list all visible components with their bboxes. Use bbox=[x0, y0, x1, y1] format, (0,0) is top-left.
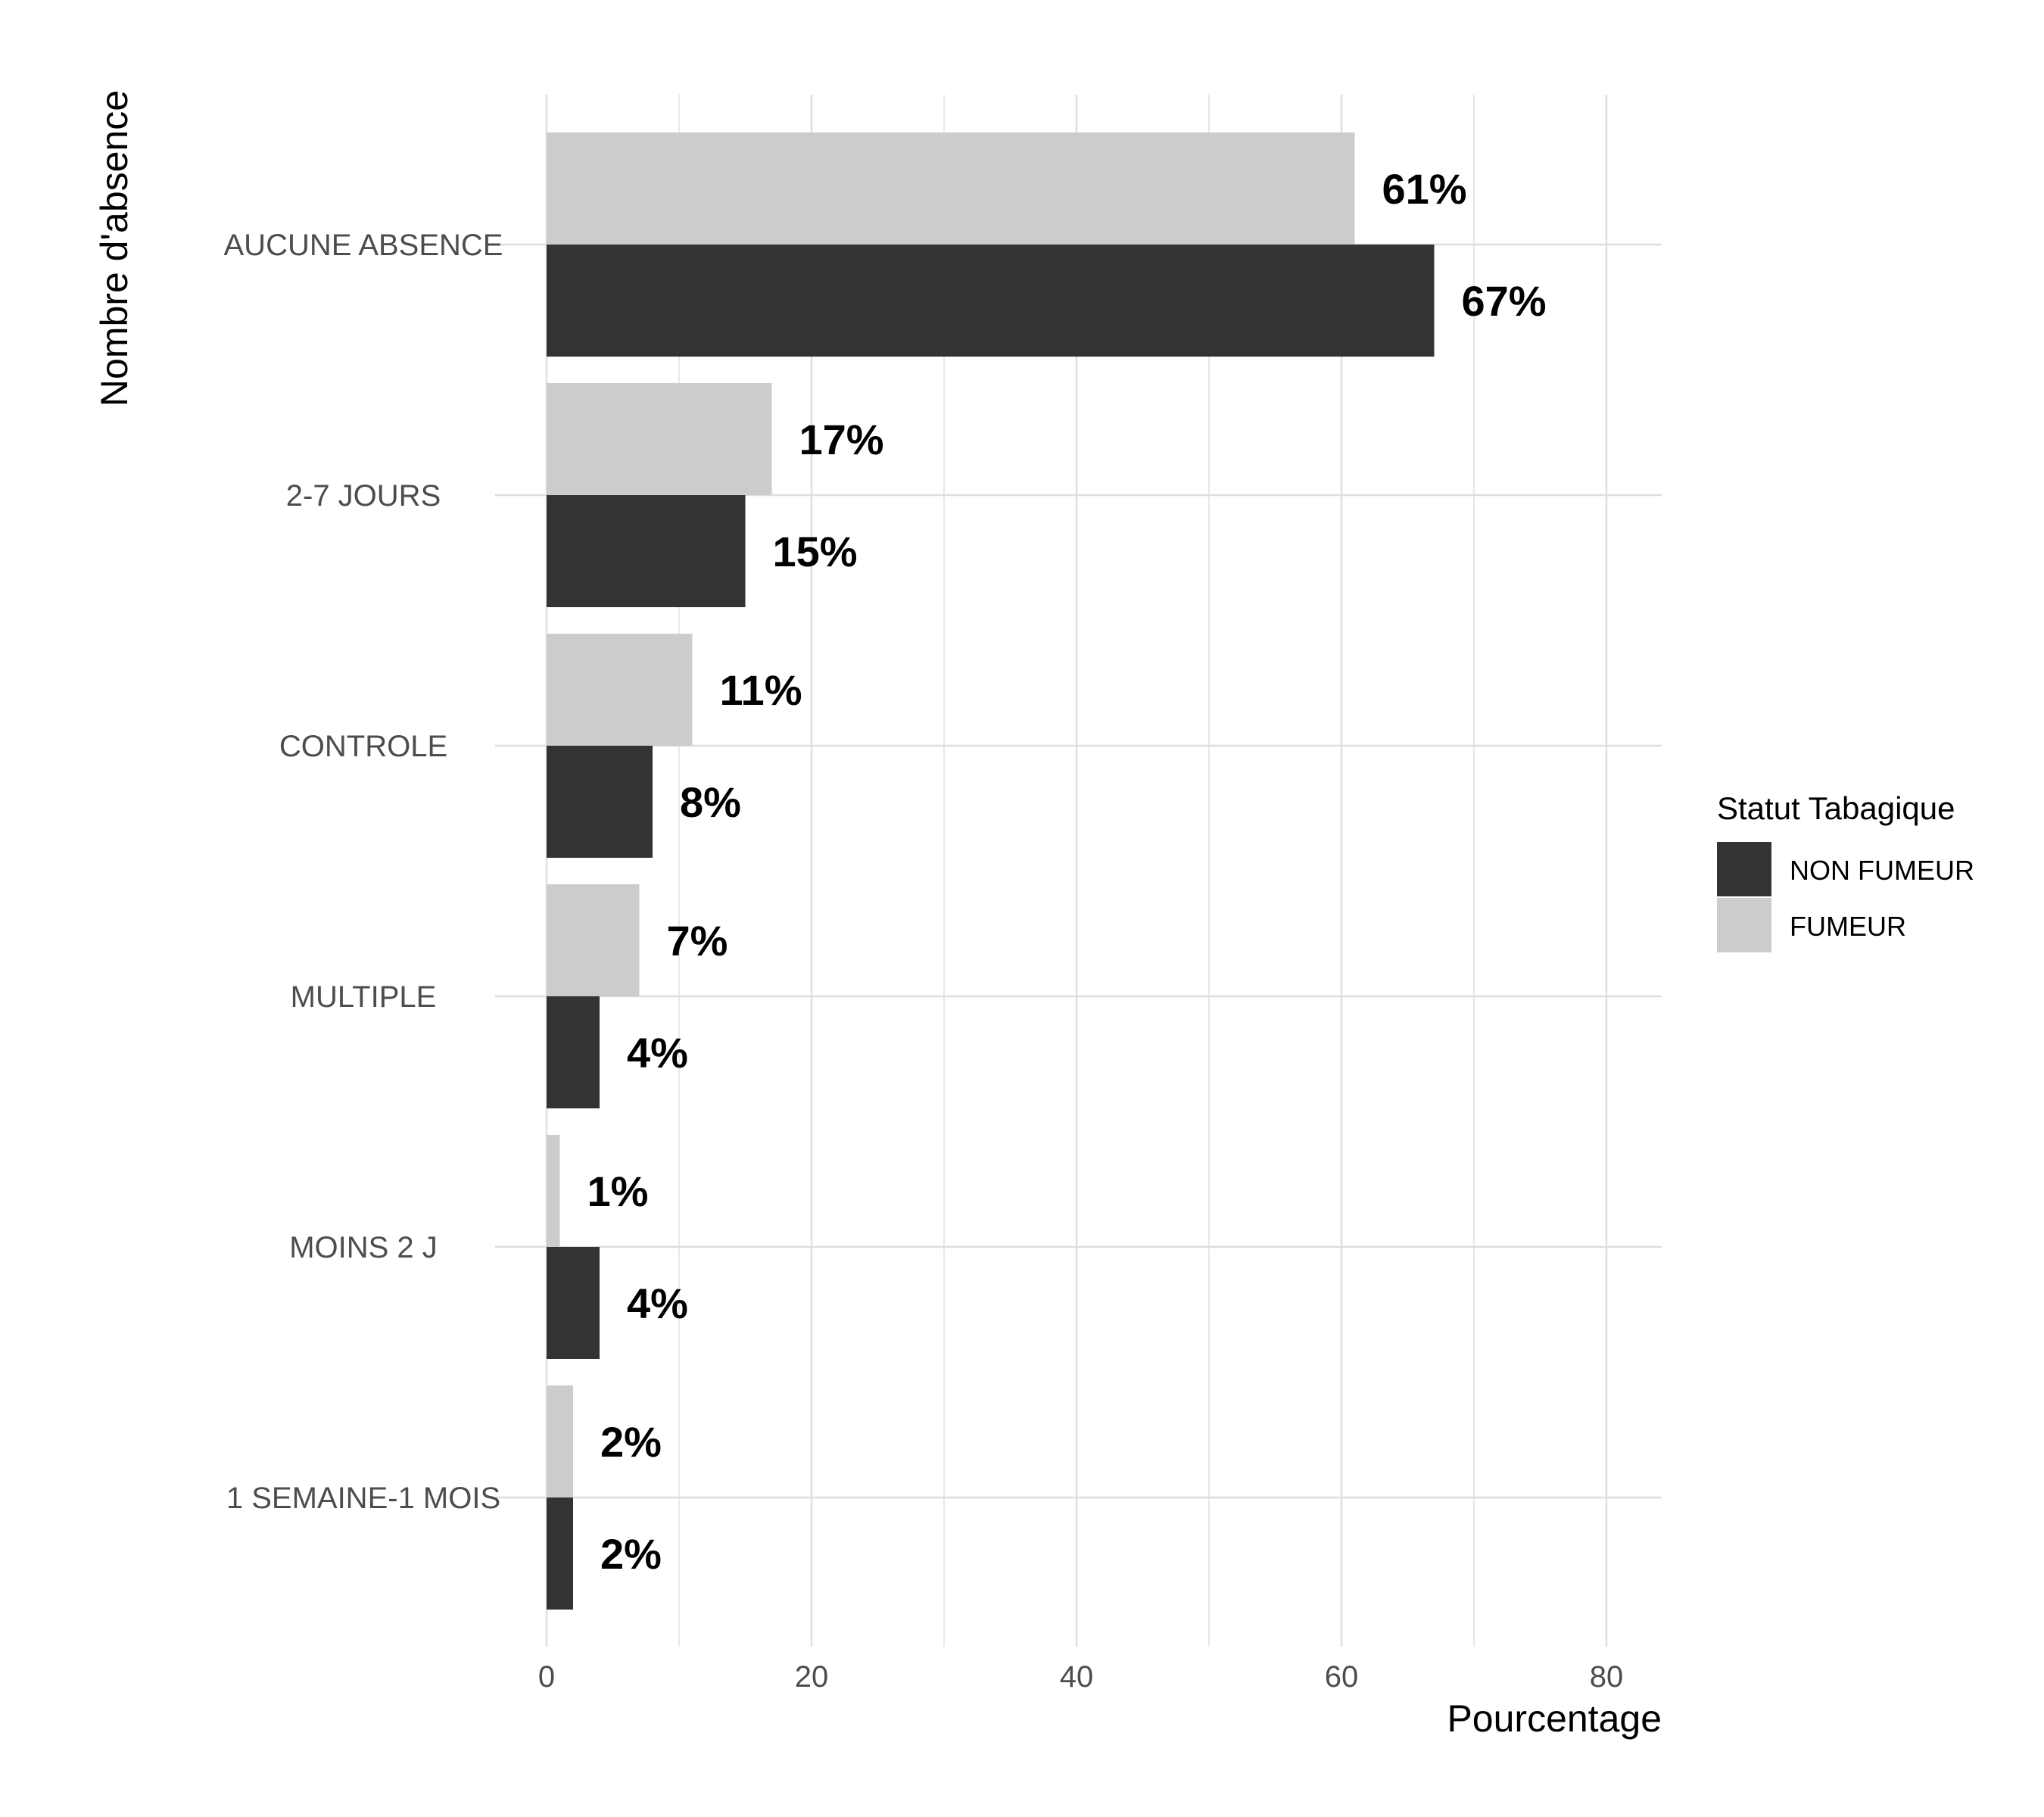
data-label-non-fumeur: 4% bbox=[627, 1279, 688, 1327]
category-labels: AUCUNE ABSENCE 2-7 JOURS CONTROLE MULTIPLE M… bbox=[224, 229, 503, 1515]
category-label: CONTROLE bbox=[279, 730, 447, 763]
category-label: MULTIPLE bbox=[291, 980, 437, 1014]
category-label: 1 SEMAINE-1 MOIS bbox=[226, 1482, 500, 1515]
bar-fumeur bbox=[547, 1385, 573, 1498]
bar-fumeur bbox=[547, 634, 693, 746]
data-label-fumeur: 11% bbox=[720, 666, 802, 714]
bar-non-fumeur bbox=[547, 1247, 600, 1359]
data-label-fumeur: 17% bbox=[799, 416, 884, 463]
x-tick-label: 0 bbox=[538, 1660, 555, 1694]
data-label-fumeur: 61% bbox=[1382, 165, 1467, 213]
bar-fumeur bbox=[547, 884, 640, 996]
x-tick-labels: 0 20 40 60 80 bbox=[538, 1660, 1623, 1694]
category-label: 2-7 JOURS bbox=[286, 479, 441, 513]
x-tick-label: 20 bbox=[795, 1660, 829, 1694]
data-labels: 61% 67% 17% 15% 11% 8% 7% 4% 1% 4% 2% 2% bbox=[587, 165, 1547, 1578]
legend-swatch-non-fumeur bbox=[1717, 842, 1771, 896]
bar-fumeur bbox=[547, 383, 772, 495]
data-label-non-fumeur: 67% bbox=[1462, 277, 1547, 325]
legend-label-fumeur: FUMEUR bbox=[1790, 911, 1906, 942]
data-label-non-fumeur: 15% bbox=[773, 528, 858, 575]
bar-non-fumeur bbox=[547, 996, 600, 1108]
data-label-fumeur: 2% bbox=[600, 1418, 662, 1466]
bar-non-fumeur bbox=[547, 746, 653, 858]
legend-label-non-fumeur: NON FUMEUR bbox=[1790, 855, 1974, 886]
legend-swatch-fumeur bbox=[1717, 898, 1771, 952]
x-axis-title: Pourcentage bbox=[1447, 1697, 1662, 1740]
data-label-non-fumeur: 8% bbox=[680, 778, 741, 826]
x-tick-label: 80 bbox=[1590, 1660, 1624, 1694]
data-label-non-fumeur: 4% bbox=[627, 1029, 688, 1077]
data-label-fumeur: 7% bbox=[667, 917, 728, 965]
category-label: MOINS 2 J bbox=[289, 1231, 438, 1264]
legend-title: Statut Tabagique bbox=[1717, 790, 1955, 826]
bars bbox=[547, 132, 1435, 1610]
data-label-fumeur: 1% bbox=[587, 1167, 649, 1215]
x-tick-label: 40 bbox=[1060, 1660, 1094, 1694]
bar-non-fumeur bbox=[547, 495, 746, 607]
bar-non-fumeur bbox=[547, 1498, 573, 1610]
legend: Statut Tabagique NON FUMEUR FUMEUR bbox=[1717, 790, 1974, 952]
bar-fumeur bbox=[547, 1135, 560, 1247]
bar-fumeur bbox=[547, 132, 1355, 245]
y-axis-title: Nombre d'absence bbox=[93, 90, 136, 407]
x-tick-label: 60 bbox=[1325, 1660, 1359, 1694]
bar-non-fumeur bbox=[547, 245, 1435, 357]
category-label: AUCUNE ABSENCE bbox=[224, 229, 503, 262]
data-label-non-fumeur: 2% bbox=[600, 1530, 662, 1578]
